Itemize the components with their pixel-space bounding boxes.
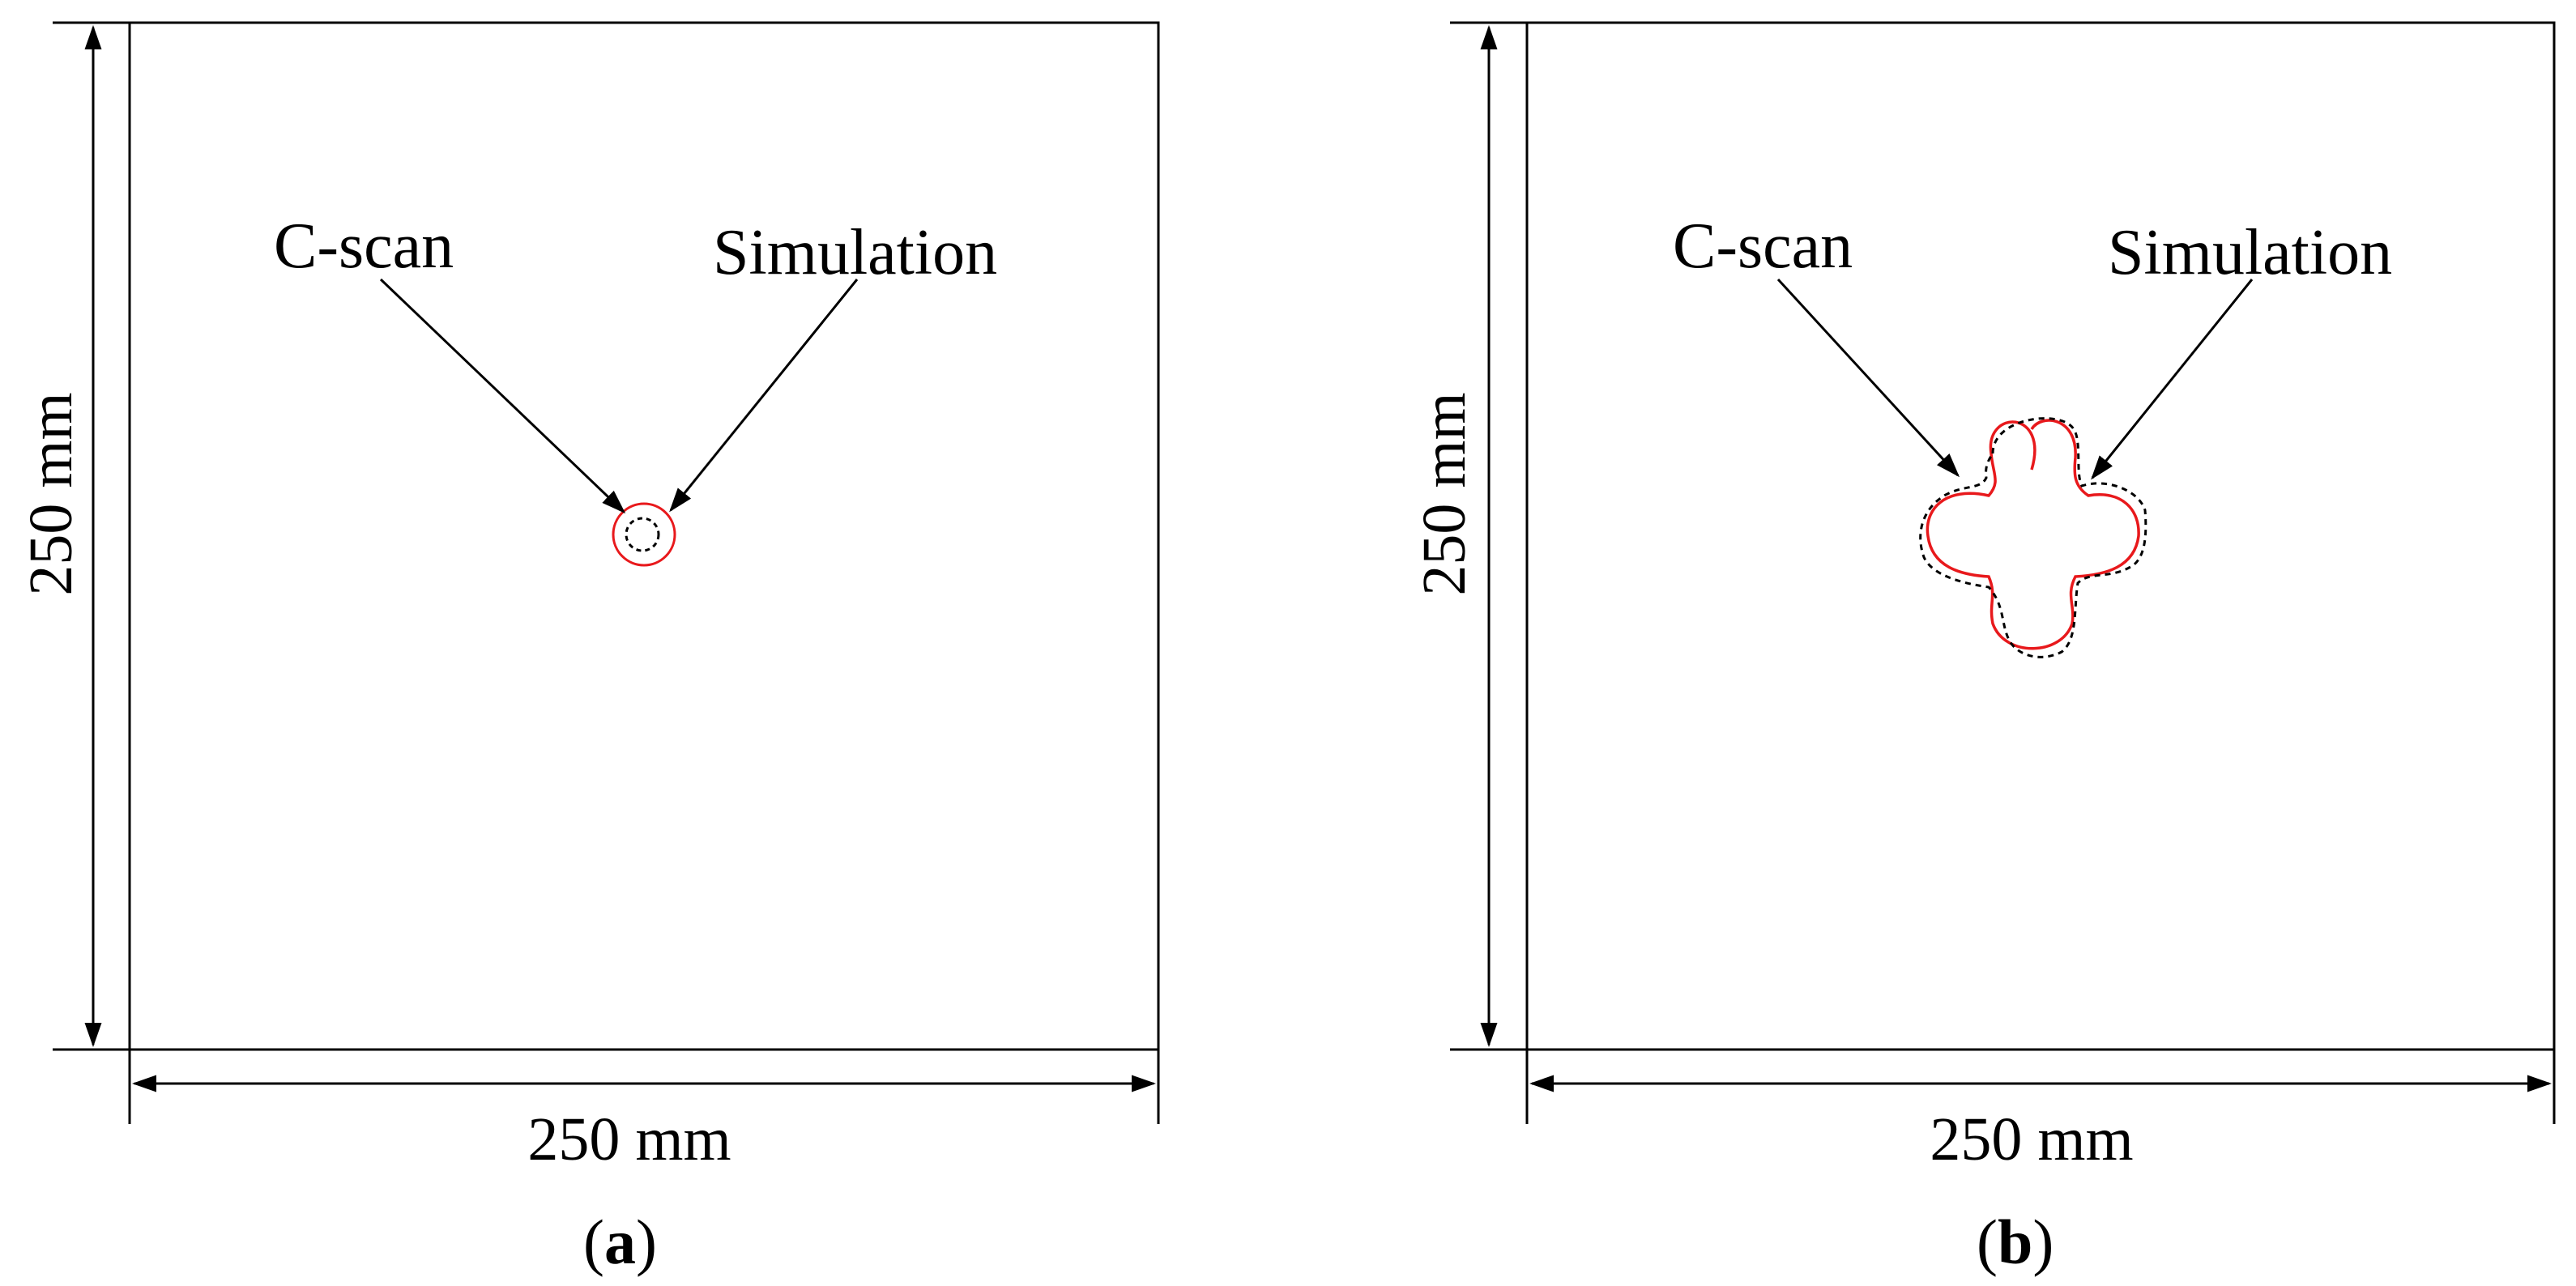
cscan-label: C-scan: [274, 211, 454, 282]
panel-b: 250 mm 250 mm C-scan Simulation (b): [1410, 21, 2556, 1277]
cscan-leader-arrow: [1776, 278, 1960, 478]
caption-letter: a: [604, 1207, 636, 1277]
width-dimension-label: 250 mm: [527, 1105, 731, 1173]
simulation-label: Simulation: [713, 217, 997, 288]
plate-outline: [128, 21, 1160, 1051]
caption-open-paren: (: [1977, 1207, 1998, 1277]
caption-close-paren: ): [636, 1207, 657, 1277]
simulation-damage-outline: [1926, 419, 2140, 650]
simulation-leader-arrow: [669, 279, 859, 513]
simulation-label: Simulation: [2108, 217, 2392, 288]
panel-caption: (a): [583, 1207, 657, 1277]
panel-caption: (b): [1977, 1207, 2054, 1277]
cscan-leader-arrow: [379, 278, 626, 514]
simulation-leader-arrow: [2091, 279, 2254, 480]
height-dimension-label: 250 mm: [1410, 392, 1478, 595]
height-dimension-label: 250 mm: [17, 392, 85, 595]
caption-close-paren: ): [2032, 1207, 2054, 1277]
caption-open-paren: (: [583, 1207, 604, 1277]
caption-letter: b: [1998, 1207, 2032, 1277]
simulation-damage-outline: [612, 502, 676, 567]
cscan-damage-outline: [1919, 417, 2147, 658]
cscan-label: C-scan: [1673, 211, 1853, 282]
width-dimension-label: 250 mm: [1930, 1105, 2133, 1173]
panel-a: 250 mm 250 mm C-scan Simulation (a): [17, 21, 1160, 1277]
plate-outline: [1525, 21, 2556, 1051]
cscan-damage-outline: [625, 517, 660, 552]
